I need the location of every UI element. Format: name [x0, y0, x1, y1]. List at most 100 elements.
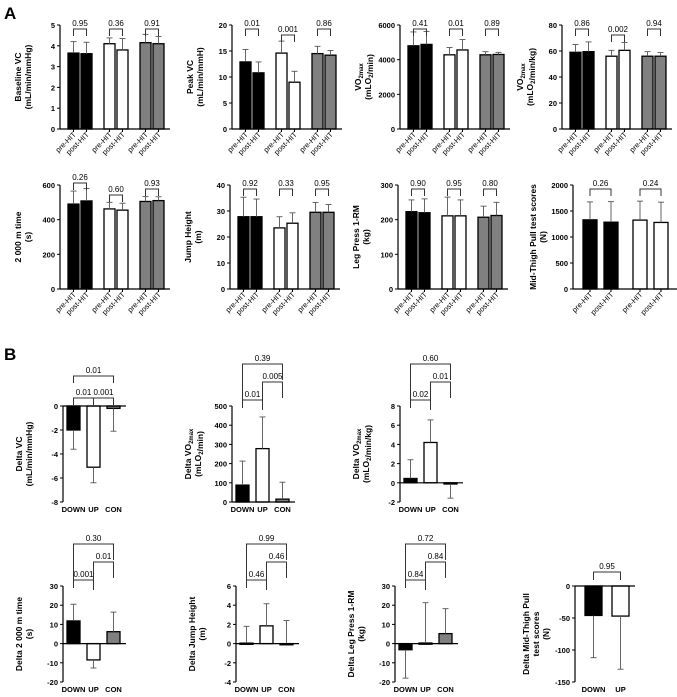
y-tick-label: 0 — [54, 640, 58, 649]
bracket-line — [430, 381, 451, 410]
tspan: Delta 2 000 m time — [14, 597, 24, 671]
tspan: 2 — [369, 74, 375, 78]
y-tick-label: 0 — [221, 285, 225, 294]
y-tick-label: 400 — [214, 421, 227, 430]
y-tick-label: 500 — [214, 402, 227, 411]
axis-label-text: Leg Press 1-RM — [351, 205, 361, 269]
bar-con — [324, 54, 337, 130]
pvalue-bracket: 0.89 — [484, 19, 500, 36]
bracket-line — [73, 182, 87, 190]
y-tick-label: 1000 — [551, 233, 568, 242]
bracket-line — [413, 28, 427, 36]
tspan: Mid-Thigh Pull test scores — [528, 184, 538, 290]
bar-con — [139, 200, 152, 290]
bar-con — [492, 53, 505, 130]
bracket-line — [315, 188, 329, 196]
pvalue-bracket: 0.84 — [405, 570, 426, 588]
pvalue-label: 0.001 — [93, 388, 114, 397]
y-tick-label: 200 — [214, 460, 227, 469]
y-tick-label: 30 — [50, 582, 58, 591]
y-tick-label: 300 — [380, 181, 393, 190]
y-tick-label: 5 — [51, 21, 55, 30]
chart-a8: 0 500 1000 1500 2000 Mid-Thigh Pull test scor… — [528, 179, 677, 317]
pvalue-label: 0.84 — [408, 570, 424, 579]
pvalue-bracket: 0.005 — [262, 372, 283, 410]
bar-up — [103, 43, 116, 130]
tspan: Delta Leg Press 1-RM — [346, 591, 356, 678]
bar-up — [423, 441, 438, 484]
pvalue-bracket: 0.90 — [410, 179, 426, 196]
bracket-line — [109, 194, 123, 202]
y-tick-label: 4000 — [378, 56, 395, 65]
bracket-line — [145, 28, 159, 36]
pvalue-label: 0.02 — [413, 390, 429, 399]
x-tick-label: UP — [425, 505, 435, 514]
tspan: (kg) — [361, 229, 371, 245]
x-tick-label: DOWN — [394, 685, 418, 694]
axis-label-text: Delta VO2max — [351, 428, 363, 479]
y-tick-label: 20 — [217, 233, 225, 242]
pvalue-label: 0.36 — [108, 19, 124, 28]
y-tick-label: 0 — [391, 125, 395, 134]
bracket-line — [73, 375, 114, 383]
chart-b4: -20 -10 0 10 20 30 Delta 2 000 m time (s) DOWN UP… — [14, 534, 126, 694]
x-tick-label: DOWN — [235, 685, 259, 694]
bar-up — [275, 52, 288, 130]
tspan: test scores — [531, 611, 541, 656]
pvalue-label: 0.89 — [484, 19, 500, 28]
pvalue-label: 0.80 — [482, 179, 498, 188]
y-tick-label: -20 — [379, 678, 390, 687]
y-tick-label: 0 — [223, 498, 227, 507]
y-tick-label: -50 — [559, 614, 570, 623]
pvalue-bracket: 0.91 — [144, 19, 160, 36]
bar-up — [116, 209, 129, 290]
bar-con — [490, 214, 503, 290]
tspan: Delta Jump Height — [187, 597, 197, 672]
axis-label-text: VO2max — [353, 63, 365, 91]
axis-label-text: (kg) — [361, 229, 371, 245]
y-tick-label: 4 — [227, 601, 232, 610]
pvalue-bracket: 0.01 — [242, 390, 263, 408]
y-tick-label: 0 — [51, 285, 55, 294]
axis-label-text: (mL/min/mmHg) — [24, 421, 34, 486]
x-tick-label: post-HIT — [639, 290, 666, 317]
axis-label-text: Mid-Thigh Pull test scores — [528, 184, 538, 290]
x-tick-label: CON — [442, 505, 459, 514]
y-tick-label: -2 — [388, 498, 395, 507]
pvalue-bracket: 0.01 — [73, 366, 114, 383]
axis-label-text: (s) — [24, 629, 34, 640]
bar-down — [582, 219, 598, 290]
chart-b5: -4 -2 0 2 4 6 Delta Jump Height (m) DOWN UP CON 0.4… — [187, 534, 299, 694]
y-tick-label: -150 — [555, 678, 570, 687]
bar-down — [66, 405, 81, 431]
bar-con — [152, 199, 165, 290]
y-tick-label: 4 — [51, 42, 56, 51]
x-tick-label: CON — [278, 685, 295, 694]
pvalue-label: 0.01 — [244, 19, 260, 28]
y-tick-label: -2 — [51, 426, 58, 435]
tspan: 2max — [359, 63, 365, 79]
tspan: /min) — [195, 431, 205, 451]
y-tick-label: 0 — [386, 640, 390, 649]
x-tick-label: DOWN — [399, 505, 423, 514]
tspan: (N) — [541, 628, 551, 640]
tspan: 2 — [199, 451, 205, 455]
y-tick-label: -6 — [51, 474, 58, 483]
pvalue-label: 0.72 — [418, 534, 434, 543]
tspan: Peak VC — [185, 60, 195, 94]
pvalue-label: 0.01 — [245, 390, 261, 399]
pvalue-bracket: 0.01 — [430, 372, 451, 410]
x-tick-label: CON — [105, 505, 122, 514]
bracket-line — [647, 28, 661, 36]
tspan: Delta — [183, 456, 193, 479]
bar-up — [255, 447, 270, 503]
pvalue-label: 0.91 — [144, 19, 160, 28]
y-tick-label: 0 — [54, 402, 58, 411]
bar-down — [407, 45, 420, 130]
y-tick-label: 0 — [223, 125, 227, 134]
tspan: Delta VC — [14, 437, 24, 472]
bracket-line — [410, 363, 451, 400]
y-tick-label: 6 — [391, 421, 395, 430]
